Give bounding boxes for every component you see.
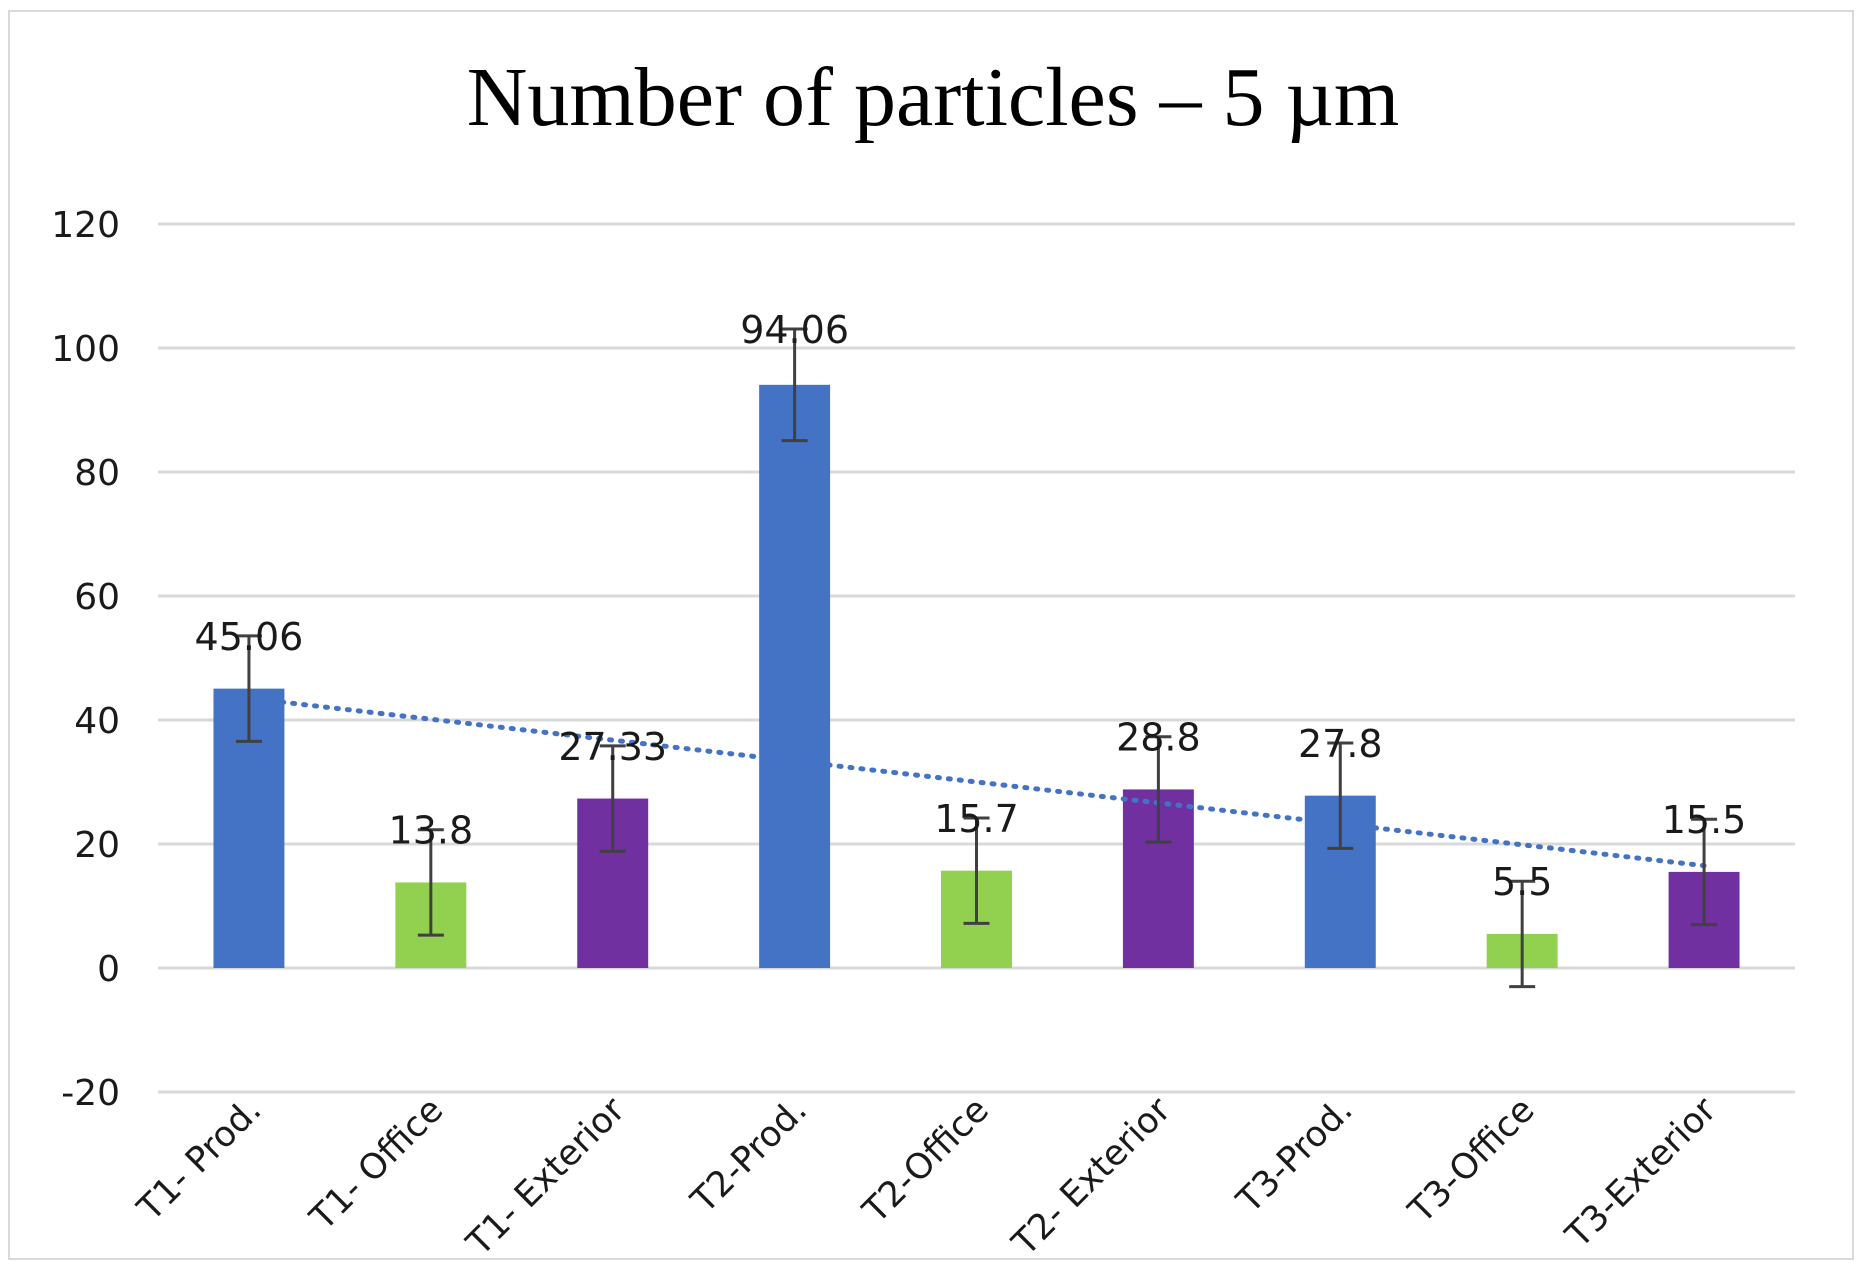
x-category-label: T3-Exterior [1558, 1090, 1725, 1257]
data-label: 45.06 [195, 615, 304, 659]
x-category-label: T1- Office [302, 1090, 451, 1239]
bar [759, 384, 831, 968]
chart-frame [8, 10, 1854, 1260]
data-label: 5.5 [1492, 860, 1552, 904]
data-labels: 45.06 13.8 27.33 94.06 15.7 28.8 27.8 5.5 15.5 [195, 308, 1747, 904]
data-label: 15.5 [1662, 798, 1747, 842]
x-category-label: T3-Office [1401, 1090, 1543, 1232]
data-label: 13.8 [389, 809, 474, 853]
y-tick-label: 120 [51, 205, 120, 246]
y-tick-label: 80 [74, 453, 120, 494]
y-tick-label: 20 [74, 825, 120, 866]
x-category-label: T1- Prod. [130, 1090, 269, 1229]
chart-title: Number of particles – 5 µm [466, 51, 1400, 144]
x-category-label: T3-Prod. [1229, 1090, 1361, 1222]
x-category-label: T2-Office [855, 1090, 997, 1232]
x-category-label: T1- Exterior [459, 1090, 634, 1265]
error-bars [235, 327, 1718, 989]
y-tick-label: 40 [74, 701, 120, 742]
x-category-label: T2- Exterior [1005, 1090, 1180, 1265]
y-axis-ticks: -20 0 20 40 60 80 100 120 [51, 205, 120, 1114]
x-category-label: T2-Prod. [683, 1090, 815, 1222]
data-label: 27.8 [1298, 722, 1383, 766]
y-tick-label: 0 [97, 949, 120, 990]
data-label: 28.8 [1116, 716, 1201, 760]
y-tick-label: -20 [61, 1073, 120, 1114]
data-label: 15.7 [934, 797, 1019, 841]
data-label: 94.06 [740, 308, 849, 352]
y-tick-label: 100 [51, 329, 120, 370]
data-label: 27.33 [558, 725, 667, 769]
x-axis-labels: T1- Prod. T1- Office T1- Exterior T2-Prod. T… [130, 1090, 1725, 1265]
trendline [246, 695, 1707, 869]
trendline-layer [246, 695, 1707, 869]
y-tick-label: 60 [74, 577, 120, 618]
